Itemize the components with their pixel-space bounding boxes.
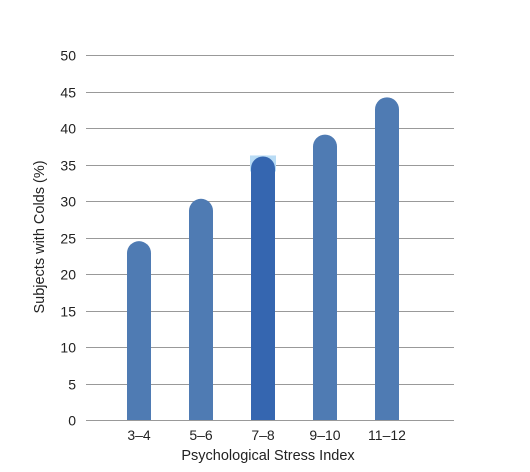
x-tick-label-7-8: 7–8 (251, 427, 275, 443)
bars (127, 97, 399, 420)
x-tick-label-11-12: 11–12 (368, 427, 406, 443)
bar-3-4 (127, 241, 151, 420)
y-tick-label-50: 50 (60, 48, 76, 64)
y-tick-label-35: 35 (60, 158, 76, 174)
x-tick-label-9-10: 9–10 (309, 427, 340, 443)
y-tick-label-30: 30 (60, 194, 76, 210)
bar-9-10 (313, 134, 337, 420)
x-axis-ticks: 3–4 5–6 7–8 9–10 11–12 (127, 427, 406, 443)
bar-11-12 (375, 97, 399, 420)
bar-5-6 (189, 198, 213, 420)
y-tick-label-0: 0 (68, 413, 76, 429)
y-axis-title: Subjects with Colds (%) (32, 160, 48, 313)
y-axis-ticks: 0 5 10 15 20 25 30 35 40 45 50 (60, 48, 76, 429)
y-tick-label-40: 40 (60, 121, 76, 137)
y-tick-label-15: 15 (60, 304, 76, 320)
y-tick-label-20: 20 (60, 267, 76, 283)
y-tick-label-10: 10 (60, 340, 76, 356)
y-tick-label-5: 5 (68, 377, 76, 393)
x-tick-label-3-4: 3–4 (127, 427, 151, 443)
x-axis-title: Psychological Stress Index (181, 448, 355, 464)
y-tick-label-45: 45 (60, 85, 76, 101)
bar-7-8 (251, 156, 275, 420)
y-tick-label-25: 25 (60, 231, 76, 247)
x-tick-label-5-6: 5–6 (189, 427, 213, 443)
